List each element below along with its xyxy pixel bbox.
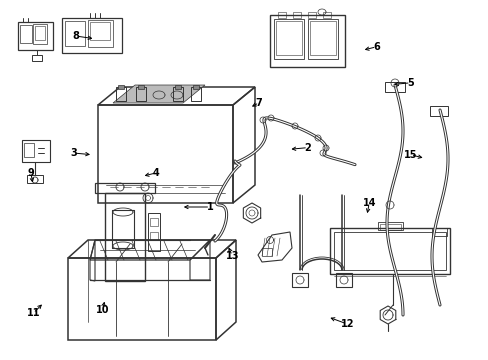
Bar [116, 87, 126, 101]
Bar [307, 12, 315, 18]
Bar [32, 55, 42, 61]
Bar [269, 15, 345, 67]
Text: 5: 5 [407, 78, 413, 88]
Bar [323, 12, 330, 18]
Text: 9: 9 [27, 168, 34, 178]
Text: 14: 14 [362, 198, 375, 208]
Bar [148, 213, 160, 251]
Text: 1: 1 [206, 202, 213, 212]
Bar [18, 22, 53, 50]
Bar [275, 21, 302, 55]
Bar [88, 20, 113, 47]
Text: 13: 13 [225, 251, 239, 261]
Bar [62, 18, 122, 53]
Bar [193, 85, 199, 89]
Bar [98, 105, 232, 203]
Bar [136, 87, 146, 101]
Bar [90, 22, 110, 40]
Text: 6: 6 [372, 42, 379, 52]
Bar [377, 222, 402, 230]
Text: 7: 7 [255, 98, 262, 108]
Bar [27, 175, 43, 183]
Bar [278, 12, 285, 18]
Bar [35, 26, 45, 40]
Bar [379, 224, 400, 230]
Bar [292, 12, 301, 18]
Text: 15: 15 [403, 150, 417, 160]
Text: 2: 2 [304, 143, 311, 153]
Bar [105, 193, 145, 281]
Text: 10: 10 [96, 305, 109, 315]
Bar [68, 258, 216, 340]
Bar [118, 85, 124, 89]
Bar [307, 19, 337, 59]
Bar [20, 25, 32, 43]
Text: 12: 12 [340, 319, 353, 329]
Polygon shape [113, 85, 204, 103]
Bar [150, 232, 158, 240]
Bar [65, 21, 85, 46]
Bar [309, 21, 335, 55]
Text: 3: 3 [70, 148, 77, 158]
Bar [150, 218, 158, 226]
Bar [112, 210, 134, 248]
Bar [22, 140, 50, 162]
Bar [191, 87, 201, 101]
Text: 8: 8 [72, 31, 79, 41]
Bar [173, 87, 183, 101]
Bar [429, 106, 447, 116]
Bar [138, 85, 143, 89]
Bar [24, 143, 34, 157]
Bar [384, 82, 404, 92]
Bar [333, 232, 445, 270]
Text: 11: 11 [26, 308, 40, 318]
Text: 4: 4 [153, 168, 160, 178]
Bar [262, 248, 271, 256]
Bar [329, 228, 449, 274]
Bar [431, 228, 446, 236]
Bar [175, 85, 181, 89]
Bar [33, 24, 47, 44]
Bar [273, 19, 304, 59]
